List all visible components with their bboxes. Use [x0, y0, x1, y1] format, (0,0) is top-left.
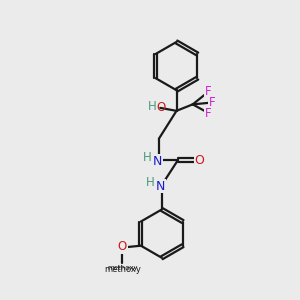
Text: F: F — [205, 85, 211, 98]
Text: H: H — [143, 151, 152, 164]
Text: O: O — [156, 100, 166, 113]
Text: N: N — [153, 155, 162, 168]
Text: methoxy: methoxy — [104, 265, 141, 274]
Text: F: F — [208, 96, 215, 110]
Text: N: N — [156, 180, 166, 193]
Text: O: O — [118, 240, 127, 253]
Text: H: H — [146, 176, 155, 189]
Text: F: F — [205, 107, 211, 120]
Text: methoxy: methoxy — [107, 265, 138, 271]
Text: H: H — [148, 100, 156, 113]
Text: O: O — [194, 154, 204, 166]
